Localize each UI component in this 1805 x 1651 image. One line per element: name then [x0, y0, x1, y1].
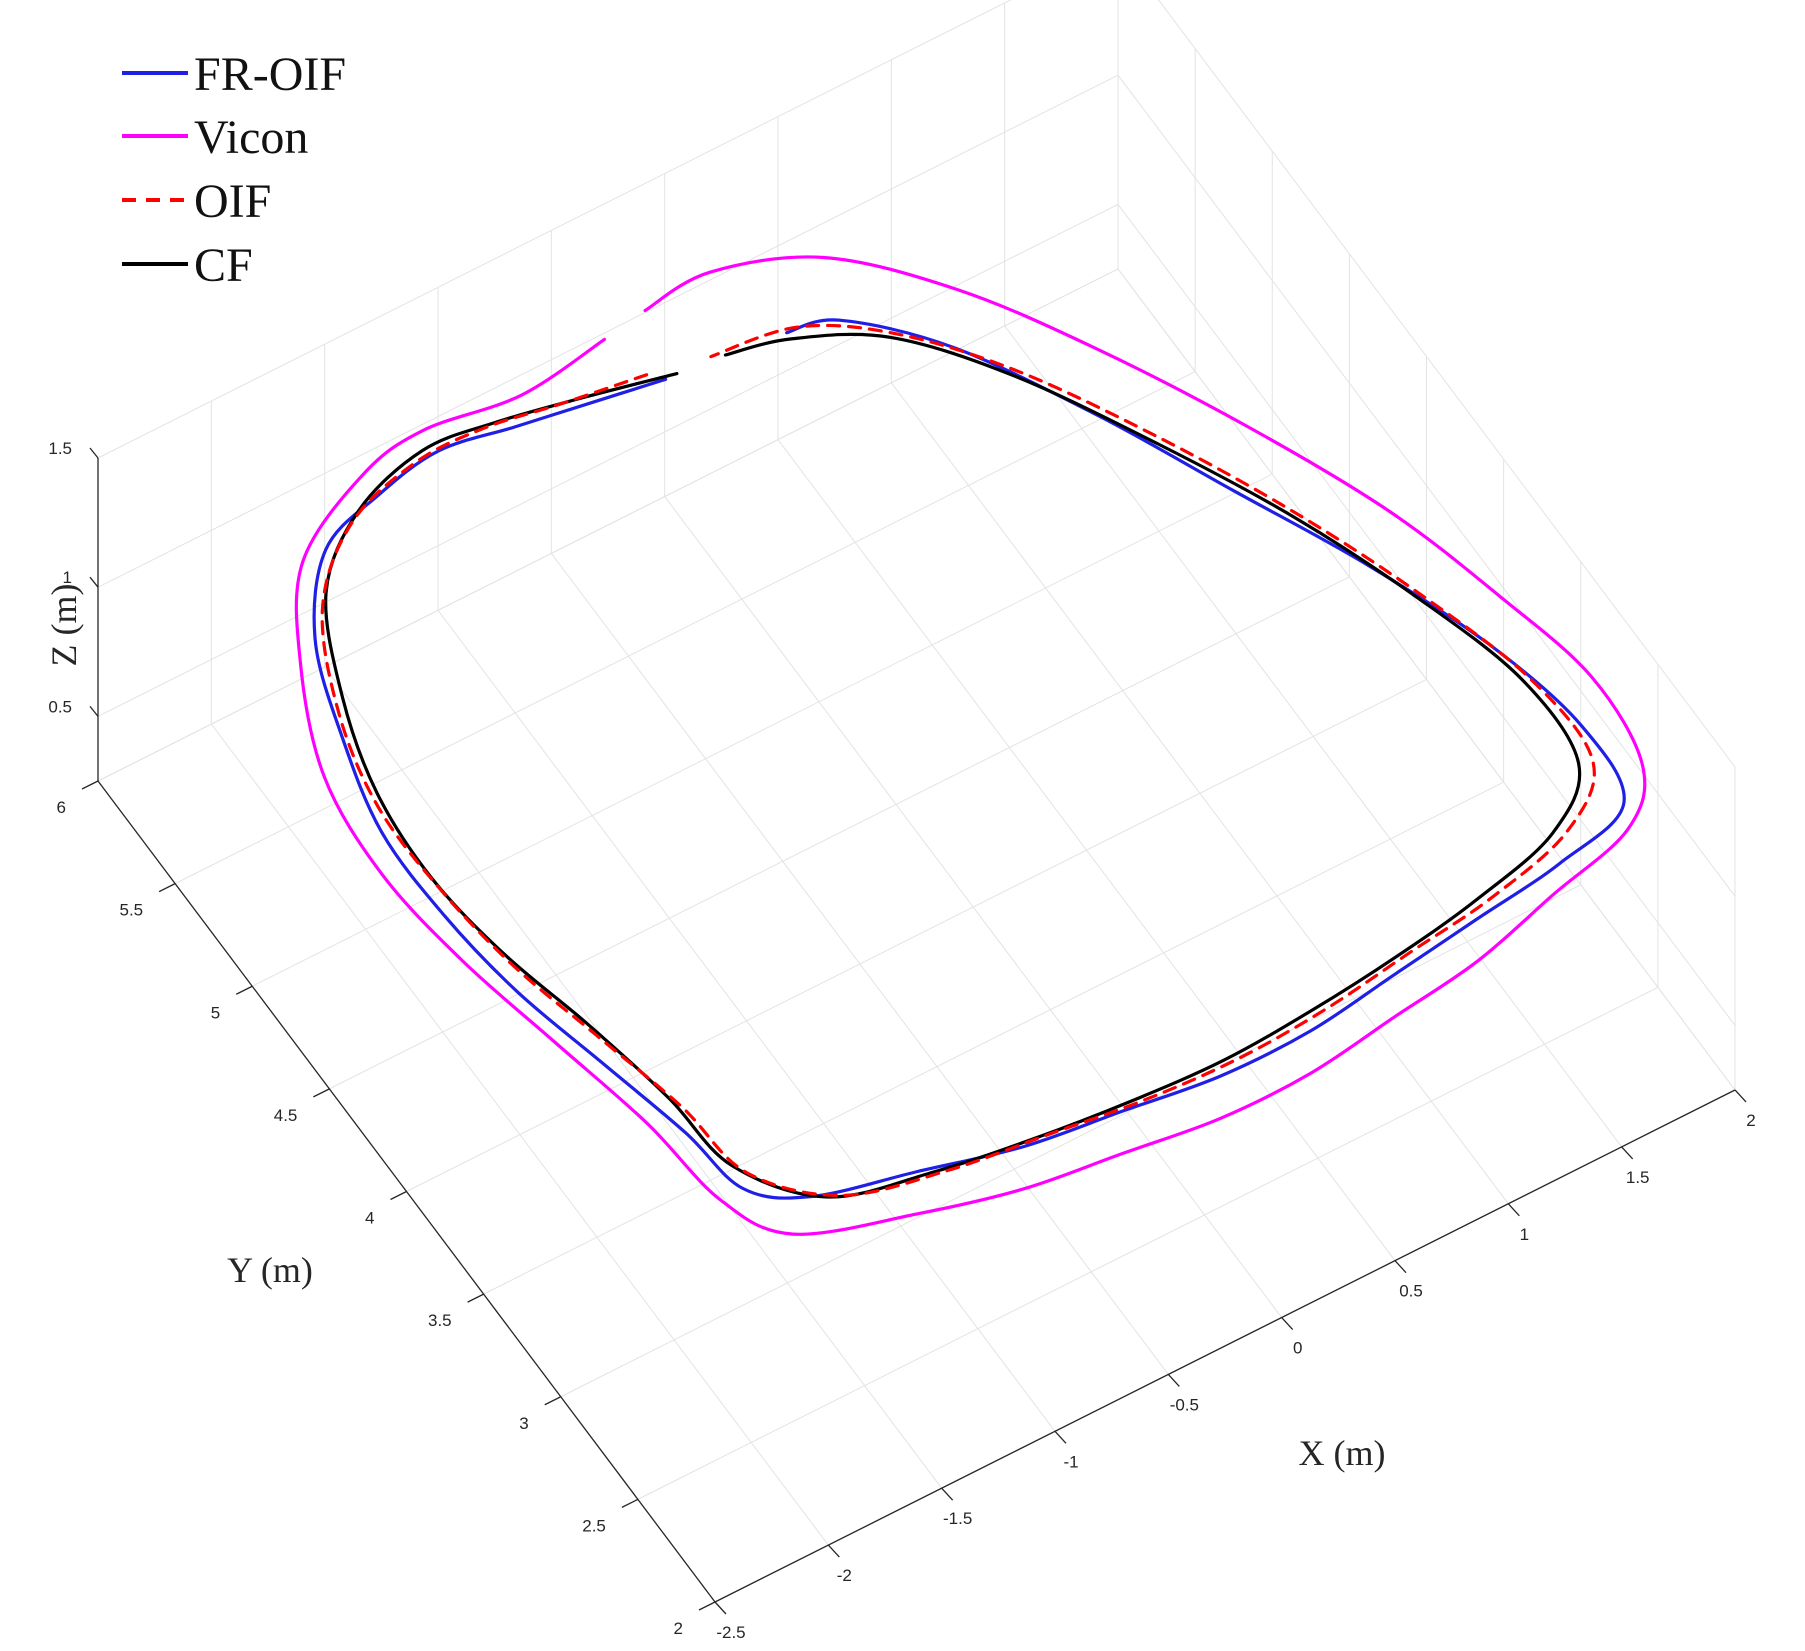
x-tick-label-6: 0.5: [1399, 1282, 1423, 1301]
grid-line-16: [252, 473, 1273, 987]
grid-line-13: [483, 781, 1504, 1295]
z-tick-label-2: 1.5: [48, 439, 72, 458]
y-axis-ticks: 2 2.5 3 3.5 4 4.5 5 5.5 6: [57, 780, 716, 1638]
x-axis-line: [714, 1089, 1736, 1603]
legend-label-cf: CF: [194, 239, 253, 292]
x-tick-mark-4: [1167, 1374, 1180, 1387]
y-tick-label-2: 3: [519, 1414, 528, 1433]
grid-line-32: [97, 0, 1012, 459]
series-fr-oif-line: [312, 318, 1626, 1200]
grid-line-43: [1117, 204, 1736, 1026]
x-tick-mark-3: [1054, 1430, 1067, 1444]
grid-line-29: [97, 268, 1119, 782]
grid-line-31: [97, 74, 1119, 588]
grid-line-17: [174, 371, 1196, 885]
x-tick-mark-2: [941, 1487, 954, 1501]
y-axis-label: Y (m): [227, 1250, 313, 1290]
x-tick-mark-6: [1394, 1260, 1407, 1274]
z-tick-label-1: 1: [63, 568, 72, 587]
x-tick-label-3: -1: [1063, 1452, 1078, 1471]
y-tick-label-5: 4.5: [274, 1106, 298, 1125]
y-tick-label-3: 3.5: [428, 1311, 452, 1330]
z-tick-label-0: 0.5: [48, 697, 72, 716]
y-tick-mark-4: [390, 1190, 407, 1201]
legend-label-oif: OIF: [194, 175, 271, 228]
z-axis-ticks: 0.5 1 1.5: [48, 439, 99, 717]
axes: [97, 458, 1736, 1603]
y-tick-mark-5: [313, 1088, 330, 1098]
y-tick-mark-8: [81, 780, 99, 790]
legend-label-vicon: Vicon: [194, 111, 308, 164]
grid-lines: [97, 0, 1736, 1603]
z-tick-mark-0: [89, 705, 99, 717]
x-axis-ticks: -2.5 -2 -1.5 -1 -0.5 0 0.5 1 1.5 2: [714, 1089, 1756, 1642]
grid-line-11: [637, 986, 1659, 1500]
trajectory-series: [294, 255, 1647, 1236]
x-tick-mark-5: [1281, 1317, 1294, 1330]
x-tick-mark-1: [827, 1544, 840, 1558]
y-tick-mark-3: [467, 1293, 484, 1303]
z-tick-mark-2: [89, 447, 99, 459]
grid-line-14: [406, 679, 1427, 1192]
y-tick-label-7: 5.5: [119, 901, 143, 920]
x-tick-label-0: -2.5: [716, 1623, 745, 1642]
y-tick-mark-1: [621, 1498, 639, 1508]
x-tick-label-5: 0: [1293, 1339, 1302, 1358]
x-tick-mark-8: [1621, 1146, 1634, 1160]
x-axis-label: X (m): [1299, 1433, 1386, 1473]
x-tick-label-1: -2: [837, 1566, 852, 1585]
z-tick-mark-1: [89, 576, 99, 588]
legend-label-fr-oif: FR-OIF: [194, 48, 346, 101]
grid-line-44: [1117, 74, 1736, 897]
x-tick-label-8: 1.5: [1626, 1168, 1650, 1187]
y-tick-mark-7: [158, 883, 176, 893]
series-oif-line: [320, 323, 1596, 1198]
x-tick-mark-9: [1734, 1089, 1747, 1103]
y-tick-label-1: 2.5: [582, 1516, 606, 1535]
y-tick-label-0: 2: [674, 1619, 683, 1638]
grid-line-12: [560, 884, 1581, 1398]
x-tick-label-2: -1.5: [943, 1509, 972, 1528]
z-axis-label: Z (m): [44, 584, 84, 667]
grid-line-42: [1117, 268, 1736, 1091]
y-tick-mark-0: [698, 1601, 716, 1611]
series-vicon-line: [294, 255, 1647, 1236]
grid-line-15: [329, 576, 1350, 1090]
x-tick-label-9: 2: [1746, 1111, 1755, 1130]
grid-line-45: [1157, 0, 1736, 768]
x-tick-label-4: -0.5: [1170, 1395, 1199, 1414]
legend: FR-OIF Vicon OIF CF: [122, 48, 346, 292]
x-tick-label-7: 1: [1520, 1225, 1529, 1244]
y-tick-mark-2: [544, 1396, 562, 1406]
grid-line-30: [97, 203, 1119, 717]
y-tick-label-8: 6: [57, 798, 66, 817]
x-tick-mark-7: [1507, 1203, 1520, 1217]
y-tick-mark-6: [235, 985, 253, 995]
y-tick-label-4: 4: [365, 1209, 374, 1228]
y-tick-label-6: 5: [211, 1003, 220, 1022]
x-tick-mark-0: [714, 1601, 727, 1615]
